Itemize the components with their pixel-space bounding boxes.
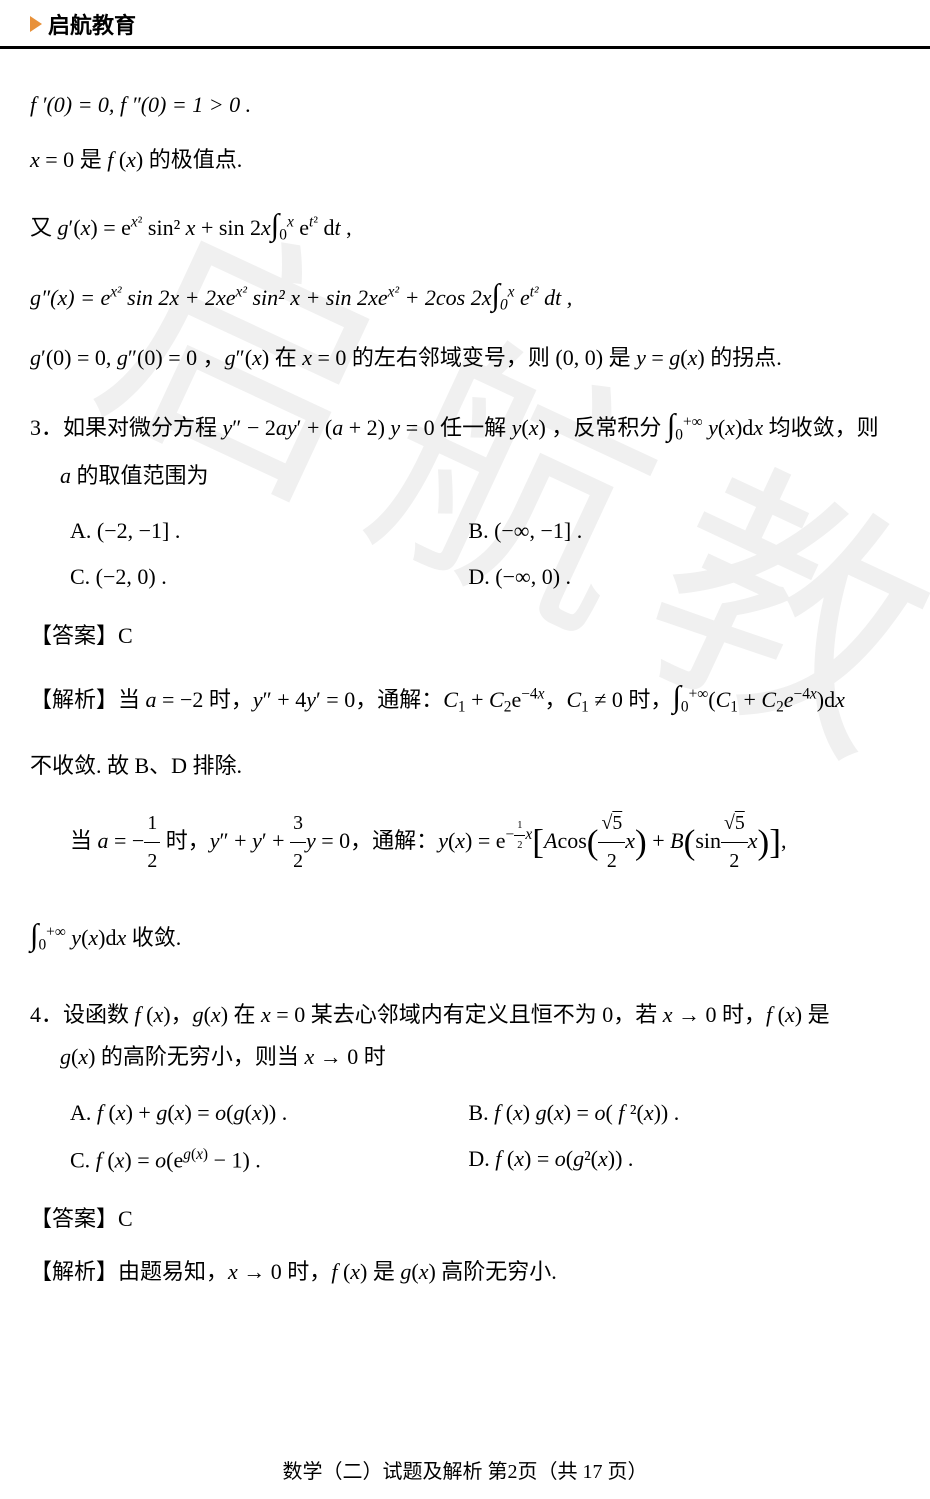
q3-analysis-1b: 不收敛. 故 B、D 排除. [30,745,900,787]
q4-option-c: C. f (x) = o(eg(x) − 1) . [70,1146,468,1173]
math-line-1: f ′(0) = 0, f ″(0) = 1 > 0 . [30,87,900,122]
q4-analysis: 【解析】由题易知，x → 0 时，f (x) 是 g(x) 高阶无穷小. [30,1251,900,1293]
text-line-5: g′(0) = 0, g″(0) = 0 ，g″(x) 在 x = 0 的左右邻… [30,338,900,378]
content: f ′(0) = 0, f ″(0) = 1 > 0 . x = 0 是 f (… [0,49,930,1293]
q3-analysis-2: 当 a = −12 时，y″ + y′ + 32y = 0，通解：y(x) = … [30,805,900,881]
q4-option-a: A. f (x) + g(x) = o(g(x)) . [70,1100,468,1126]
question-3: 3．如果对微分方程 y″ − 2ay′ + (a + 2) y = 0 任一解 … [30,396,900,496]
q4-option-d: D. f (x) = o(g²(x)) . [468,1146,866,1173]
q3-options: A. (−2, −1] . B. (−∞, −1] . C. (−2, 0) .… [70,508,900,600]
page-header: 启航教育 [0,0,930,49]
q3-analysis-3: ∫0+∞ y(x)dx 收敛. [30,906,900,965]
q3-option-a: A. (−2, −1] . [70,518,468,544]
text-line-2: x = 0 是 f (x) 的极值点. [30,140,900,180]
logo-text: 启航教育 [48,8,136,40]
q3-answer: 【答案】C [30,618,900,650]
q3-option-c: C. (−2, 0) . [70,564,468,590]
math-line-4: g″(x) = ex² sin 2x + 2xex² sin² x + sin … [30,271,900,320]
page-footer: 数学（二）试题及解析 第2页（共 17 页） [0,1455,930,1484]
q4-option-b: B. f (x) g(x) = o( f ²(x)) . [468,1100,866,1126]
question-4: 4．设函数 f (x)，g(x) 在 x = 0 某去心邻域内有定义且恒不为 0… [30,994,900,1078]
q3-option-d: D. (−∞, 0) . [468,564,866,590]
logo-icon [30,16,42,32]
q4-answer: 【答案】C [30,1201,900,1233]
q3-option-b: B. (−∞, −1] . [468,518,866,544]
q3-analysis-1: 【解析】当 a = −2 时，y″ + 4y′ = 0，通解：C1 + C2e−… [30,668,900,727]
q4-options: A. f (x) + g(x) = o(g(x)) . B. f (x) g(x… [70,1090,900,1183]
math-line-3: 又 g′(x) = ex² sin² x + sin 2x∫0x et² dt … [30,198,900,253]
